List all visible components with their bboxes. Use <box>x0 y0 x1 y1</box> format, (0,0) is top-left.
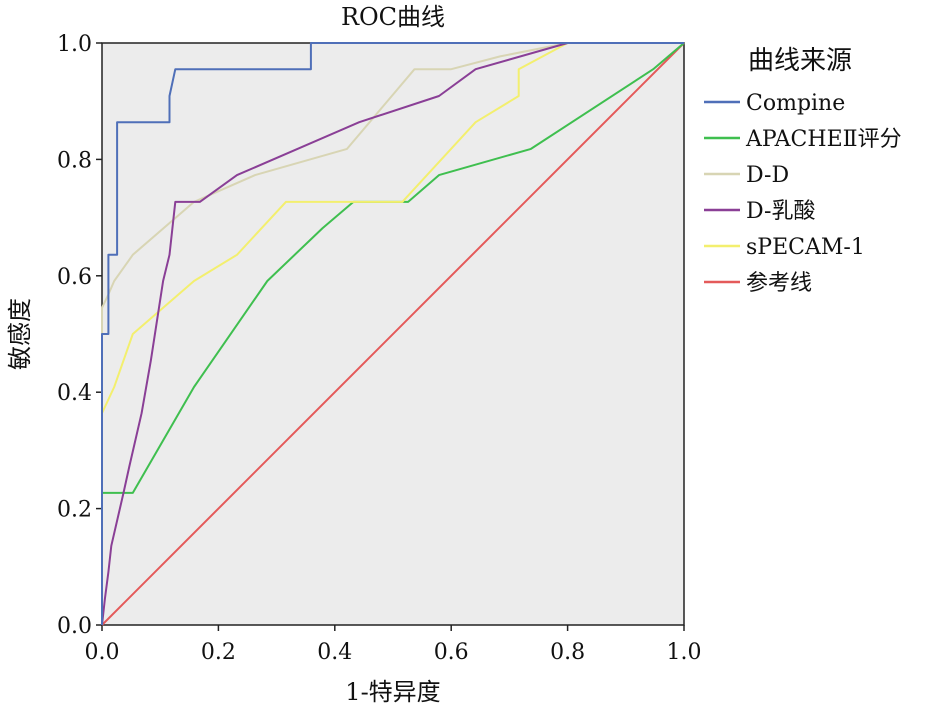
y-tick-label: 0.6 <box>57 265 92 290</box>
legend: Compine APACHEⅡ评分 D-D D-乳酸 sPECAM-1 参考线 <box>704 91 902 296</box>
x-tick-label: 0.8 <box>550 640 585 665</box>
series-lines <box>101 42 685 626</box>
x-tick-label: 0.4 <box>317 640 352 665</box>
y-tick-label: 1.0 <box>57 32 92 57</box>
y-tick-label: 0.8 <box>57 148 92 173</box>
x-axis-ticks: 0.0 0.2 0.4 0.6 0.8 1.0 <box>85 625 702 665</box>
legend-label: 参考线 <box>746 271 812 296</box>
y-tick-label: 0.2 <box>57 498 92 523</box>
x-tick-label: 0.0 <box>85 640 120 665</box>
x-tick-label: 0.6 <box>434 640 469 665</box>
x-axis-title: 1-特异度 <box>345 678 440 706</box>
y-axis-ticks: 0.0 0.2 0.4 0.6 0.8 1.0 <box>57 32 102 639</box>
y-axis-title: 敏感度 <box>6 298 34 370</box>
y-tick-label: 0.0 <box>57 614 92 639</box>
series-line-4 <box>101 42 684 625</box>
legend-label: Compine <box>746 91 845 116</box>
legend-label: D-D <box>746 163 789 188</box>
series-line-3 <box>101 42 684 626</box>
legend-label: sPECAM-1 <box>746 235 865 260</box>
series-line-1 <box>101 42 685 625</box>
legend-label: D-乳酸 <box>746 199 815 224</box>
series-line-0 <box>101 42 684 625</box>
series-line-5 <box>101 42 685 626</box>
legend-label: APACHEⅡ评分 <box>745 127 902 152</box>
chart-title: ROC曲线 <box>341 3 445 31</box>
x-tick-label: 0.2 <box>201 640 236 665</box>
y-tick-label: 0.4 <box>57 381 92 406</box>
legend-title: 曲线来源 <box>748 46 852 76</box>
x-tick-label: 1.0 <box>667 640 702 665</box>
